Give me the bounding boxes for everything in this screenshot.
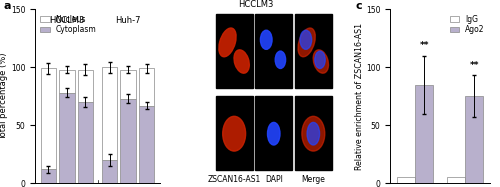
Bar — [78, 70, 93, 102]
Y-axis label: Relative enrichment of ZSCAN16-AS1: Relative enrichment of ZSCAN16-AS1 — [356, 23, 364, 170]
Bar — [465, 96, 483, 183]
Ellipse shape — [275, 51, 285, 68]
Bar — [40, 169, 56, 183]
Text: **: ** — [470, 61, 479, 70]
Text: a: a — [4, 1, 11, 11]
Text: HCCLM3: HCCLM3 — [238, 0, 273, 9]
Ellipse shape — [260, 30, 272, 49]
Bar — [139, 68, 154, 106]
Bar — [102, 67, 118, 160]
Legend: IgG, Ago2: IgG, Ago2 — [448, 13, 486, 36]
Text: ZSCAN16-AS1: ZSCAN16-AS1 — [208, 175, 261, 184]
Text: HCCLM3: HCCLM3 — [49, 16, 84, 25]
Legend: Nucleus, Cytoplasm: Nucleus, Cytoplasm — [39, 13, 98, 36]
Bar — [120, 99, 136, 183]
Ellipse shape — [313, 50, 328, 73]
Bar — [216, 96, 252, 170]
Ellipse shape — [307, 122, 320, 145]
Text: Huh-7: Huh-7 — [116, 16, 141, 25]
Bar — [40, 68, 56, 169]
Ellipse shape — [268, 122, 280, 145]
Text: Huh-7: Huh-7 — [242, 80, 268, 89]
Bar — [256, 14, 292, 88]
Y-axis label: Total percentage (%): Total percentage (%) — [0, 53, 8, 140]
Ellipse shape — [300, 30, 312, 49]
Bar — [256, 96, 292, 170]
Ellipse shape — [219, 28, 236, 57]
Bar — [415, 85, 434, 183]
Bar — [139, 106, 154, 183]
Bar — [78, 102, 93, 183]
Bar — [216, 14, 252, 88]
Text: DAPI: DAPI — [265, 175, 282, 184]
Ellipse shape — [222, 116, 246, 151]
Ellipse shape — [315, 51, 325, 68]
Bar — [120, 70, 136, 99]
Bar — [295, 14, 332, 88]
Text: **: ** — [420, 41, 429, 50]
Bar — [59, 93, 74, 183]
Ellipse shape — [302, 116, 325, 151]
Ellipse shape — [298, 28, 316, 57]
Text: c: c — [355, 1, 362, 11]
Bar — [396, 177, 415, 183]
Ellipse shape — [234, 50, 250, 73]
Bar — [295, 96, 332, 170]
Bar — [59, 70, 74, 93]
Bar — [102, 160, 118, 183]
Bar — [446, 177, 465, 183]
Text: Merge: Merge — [302, 175, 326, 184]
